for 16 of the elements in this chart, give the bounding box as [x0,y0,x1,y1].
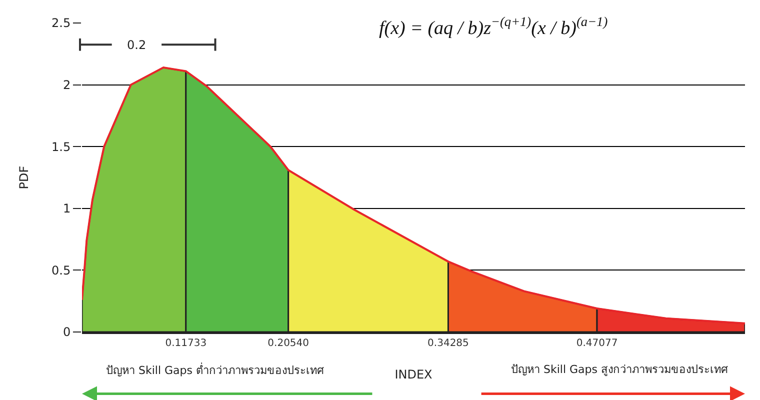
annotation: f(x) = (aq / b)z$^{−(q+1)}$(x / b)$^{(a−1)}$ [379,14,608,39]
y-axis-title: PDF [16,166,31,190]
y-tick-label: 0 [62,325,71,340]
text: ปัญหา Skill Gaps ต่ำกว่าภาพรวมของประเทศ [106,362,324,377]
y-tick-label: 2.5 [52,16,71,30]
x-tick-label: 0.47077 [576,338,618,349]
y-tick-label: 0.5 [52,263,71,278]
x-tick-label: 0.11733 [165,338,207,349]
x-axis-title: INDEX [394,367,432,382]
y-tick-label: 2 [62,78,71,92]
y-tick-label: 1 [62,202,71,216]
x-tick-label: 0.20540 [268,338,310,349]
text: ปัญหา Skill Gaps สูงกว่าภาพรวมของประเทศ [511,363,728,376]
annotation: 0.2 [127,38,146,52]
x-tick-label: 0.34285 [428,338,469,349]
y-tick-label: 1.5 [52,140,71,154]
